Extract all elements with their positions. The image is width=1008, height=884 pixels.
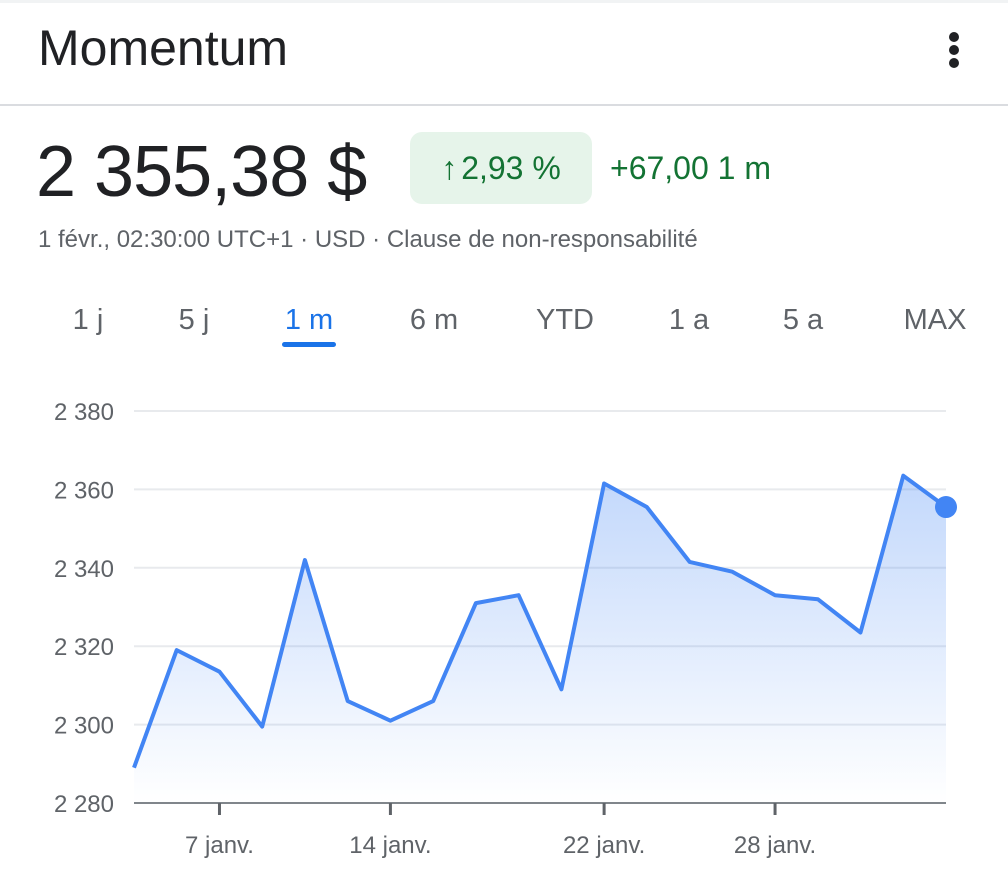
tab-5-days[interactable]: 5 j (178, 304, 210, 336)
active-tab-indicator (282, 342, 336, 347)
quote-currency: USD (314, 226, 366, 253)
meta-separator: · (365, 226, 387, 253)
change-percent: 2,93 % (461, 149, 561, 186)
tab-1-year[interactable]: 1 a (668, 304, 710, 336)
page-title: Momentum (38, 20, 289, 76)
tab-1-day[interactable]: 1 j (72, 304, 104, 336)
current-price: 2 355,38 $ (36, 132, 367, 212)
x-tick-label: 14 janv. (349, 832, 431, 859)
price-line (132, 473, 948, 769)
y-tick-label: 2 300 (54, 713, 114, 740)
tab-6-months[interactable]: 6 m (409, 304, 459, 336)
y-tick-label: 2 380 (54, 399, 114, 426)
x-tick-label: 28 janv. (734, 832, 816, 859)
menu-dot (949, 32, 959, 42)
y-tick-label: 2 340 (54, 556, 114, 583)
tab-ytd[interactable]: YTD (536, 304, 594, 336)
price-chart: 2 380 2 360 2 340 2 320 2 300 2 280 7 janv. 14… (54, 399, 957, 859)
tab-1-month[interactable]: 1 m (284, 304, 334, 336)
arrow-up-icon: ↑ (441, 149, 458, 186)
app-header: Momentum (0, 0, 1008, 106)
more-vert-icon[interactable] (934, 26, 974, 74)
tab-max[interactable]: MAX (903, 304, 967, 336)
menu-dot (949, 45, 959, 55)
top-edge (0, 0, 1008, 3)
quote-time: 1 févr., 02:30:00 UTC+1 (38, 226, 294, 253)
quote-meta: 1 févr., 02:30:00 UTC+1 · USD · Clause d… (38, 224, 698, 256)
x-tick-label: 22 janv. (563, 832, 645, 859)
menu-dot (949, 58, 959, 68)
change-percent-badge: ↑ 2,93 % (410, 132, 592, 204)
x-tick-label: 7 janv. (185, 832, 254, 859)
price-area (134, 475, 946, 803)
change-absolute: +67,00 1 m (610, 150, 771, 186)
last-price-marker (935, 496, 957, 519)
y-tick-label: 2 320 (54, 634, 114, 661)
meta-separator: · (293, 226, 315, 253)
y-tick-label: 2 280 (54, 791, 114, 818)
disclaimer-link[interactable]: Clause de non-responsabilité (386, 226, 698, 253)
y-tick-label: 2 360 (54, 477, 114, 504)
tab-5-years[interactable]: 5 a (782, 304, 824, 336)
